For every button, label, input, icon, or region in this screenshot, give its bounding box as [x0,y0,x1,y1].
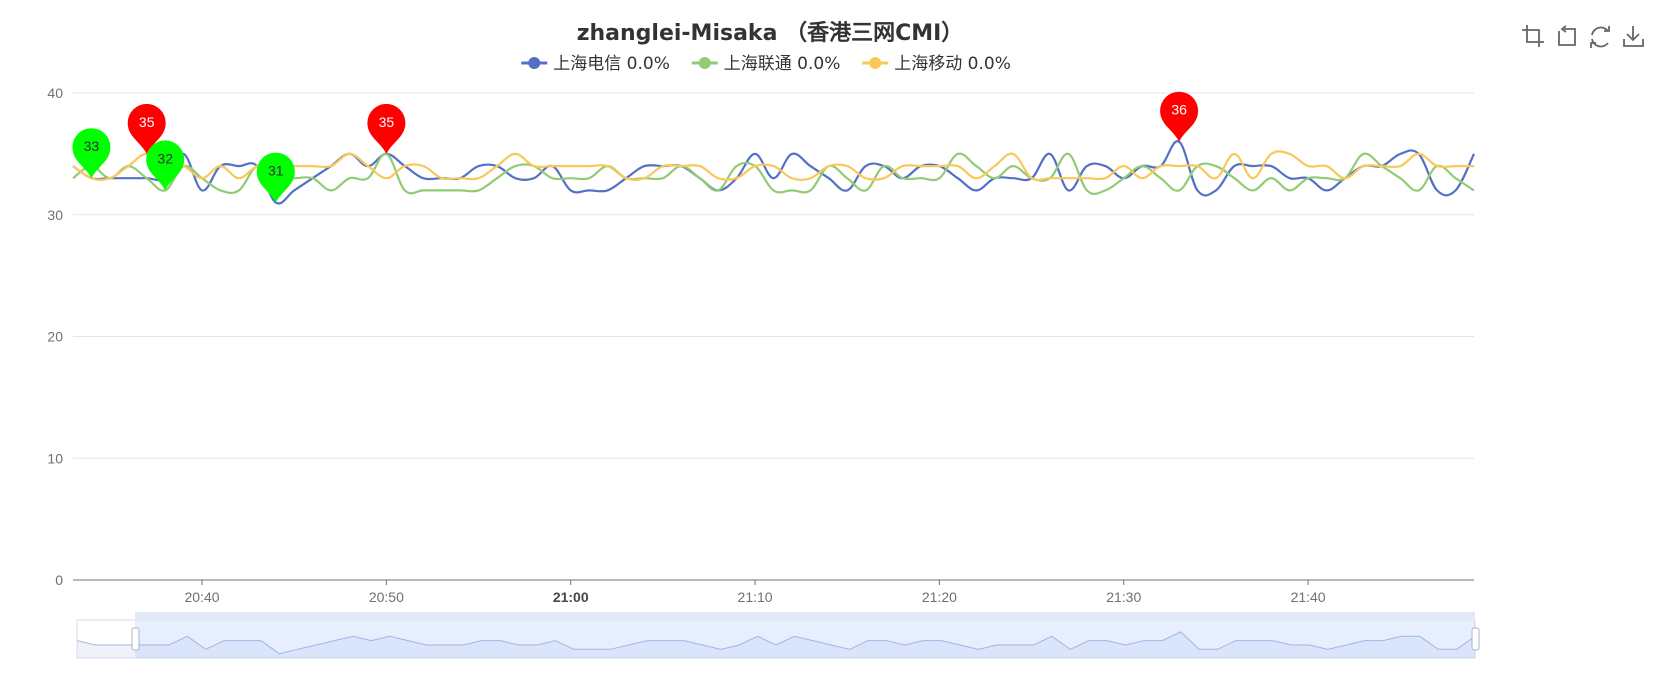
legend-label: 上海移动 0.0% [894,54,1011,74]
mark-point-label: 35 [379,114,395,130]
x-tick-label: 21:30 [1106,589,1141,605]
y-axis: 0 10 20 30 40 [47,85,63,588]
mark-points: 35 35 36 31 33 32 [72,91,1199,203]
zoom-reset-button[interactable] [1558,25,1576,46]
legend-swatch-dot [528,57,541,69]
mark-point-pin [72,128,111,179]
legend-label: 上海联通 0.0% [724,54,841,74]
chart-title: zhanglei-Misaka （香港三网CMI） [577,21,964,46]
legend-swatch-dot [698,57,711,69]
mark-point-pin [1160,91,1199,142]
legend-item-2[interactable]: 上海移动 0.0% [862,54,1011,74]
data-zoom-handle-left[interactable] [131,627,140,651]
series-line-0[interactable] [72,140,1475,205]
series-line-1[interactable] [72,152,1475,195]
y-tick-label: 40 [47,85,63,101]
zoom-select-button[interactable] [1522,25,1544,47]
zoom-select-icon [1522,25,1544,47]
series-lines [72,140,1475,205]
x-tick-label: 20:40 [185,589,220,605]
y-tick-label: 20 [47,329,63,345]
data-zoom-preview-line [76,631,1476,655]
mark-point-label: 31 [268,163,284,179]
y-tick-label: 10 [47,450,63,466]
download-button[interactable] [1623,26,1644,47]
zoom-reset-icon [1558,25,1576,46]
x-tick-label: 20:50 [369,589,404,605]
mark-point-label: 36 [1171,102,1187,118]
x-axis: 20:40 20:50 21:00 21:10 21:20 21:30 21:40 [73,579,1474,605]
data-zoom-preview-area [77,631,1475,658]
mark-point-pin [256,152,295,203]
restore-button[interactable] [1590,26,1610,48]
data-zoom-handle-right[interactable] [1471,627,1480,651]
x-tick-label: 21:20 [922,589,957,605]
x-tick-label: 21:10 [738,589,773,605]
mark-point-min[interactable]: 33 [72,128,111,179]
mark-point-label: 33 [84,138,100,154]
mark-point-max[interactable]: 35 [367,103,406,154]
toolbox [1522,25,1644,48]
y-tick-label: 30 [47,207,63,223]
legend-label: 上海电信 0.0% [553,54,670,74]
y-tick-label: 0 [55,572,63,588]
mark-point-pin [127,103,166,154]
x-tick-label: 21:40 [1291,589,1326,605]
grid-lines [73,92,1474,459]
legend-swatch-dot [869,57,882,69]
mark-point-label: 32 [157,150,173,166]
data-zoom-top-bar[interactable] [135,612,1475,621]
mark-point-max[interactable]: 36 [1160,91,1199,142]
mark-point-min[interactable]: 32 [146,140,185,191]
mark-point-pin [146,140,185,191]
mark-point-min[interactable]: 31 [256,152,295,203]
legend-item-1[interactable]: 上海联通 0.0% [691,54,841,74]
legend: 上海电信 0.0% 上海联通 0.0% 上海移动 0.0% [521,54,1011,74]
series-line-2[interactable] [72,150,1474,182]
data-zoom-slider[interactable] [76,612,1480,659]
data-zoom-selected-range[interactable] [135,620,1475,658]
legend-item-0[interactable]: 上海电信 0.0% [521,54,670,74]
download-icon [1623,26,1644,47]
restore-icon [1590,26,1610,48]
data-zoom-preview [76,631,1476,658]
mark-point-max[interactable]: 35 [127,103,166,154]
mark-point-label: 35 [139,114,155,130]
mark-point-pin [367,103,406,154]
x-tick-label: 21:00 [553,589,589,605]
